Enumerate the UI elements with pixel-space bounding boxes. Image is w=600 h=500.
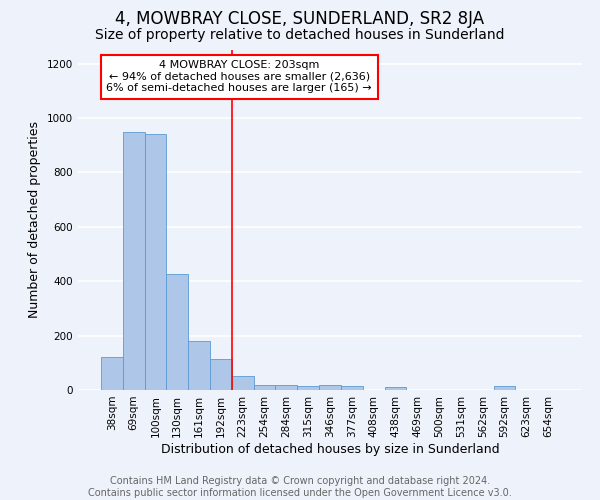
Bar [101, 358, 123, 390]
Bar [297, 386, 319, 390]
Y-axis label: Number of detached properties: Number of detached properties [28, 122, 41, 318]
Text: Size of property relative to detached houses in Sunderland: Size of property relative to detached ho… [95, 28, 505, 42]
Bar [145, 134, 166, 390]
Bar [254, 384, 275, 390]
Text: 4, MOWBRAY CLOSE, SUNDERLAND, SR2 8JA: 4, MOWBRAY CLOSE, SUNDERLAND, SR2 8JA [115, 10, 485, 28]
Bar [188, 341, 210, 390]
Bar [232, 376, 254, 390]
Bar [275, 384, 297, 390]
Bar [319, 384, 341, 390]
Bar [123, 132, 145, 390]
Bar [341, 386, 363, 390]
Bar [385, 388, 406, 390]
Bar [166, 274, 188, 390]
Bar [210, 358, 232, 390]
Bar [494, 386, 515, 390]
Text: Contains HM Land Registry data © Crown copyright and database right 2024.
Contai: Contains HM Land Registry data © Crown c… [88, 476, 512, 498]
Text: 4 MOWBRAY CLOSE: 203sqm
← 94% of detached houses are smaller (2,636)
6% of semi-: 4 MOWBRAY CLOSE: 203sqm ← 94% of detache… [106, 60, 372, 94]
X-axis label: Distribution of detached houses by size in Sunderland: Distribution of detached houses by size … [161, 442, 499, 456]
